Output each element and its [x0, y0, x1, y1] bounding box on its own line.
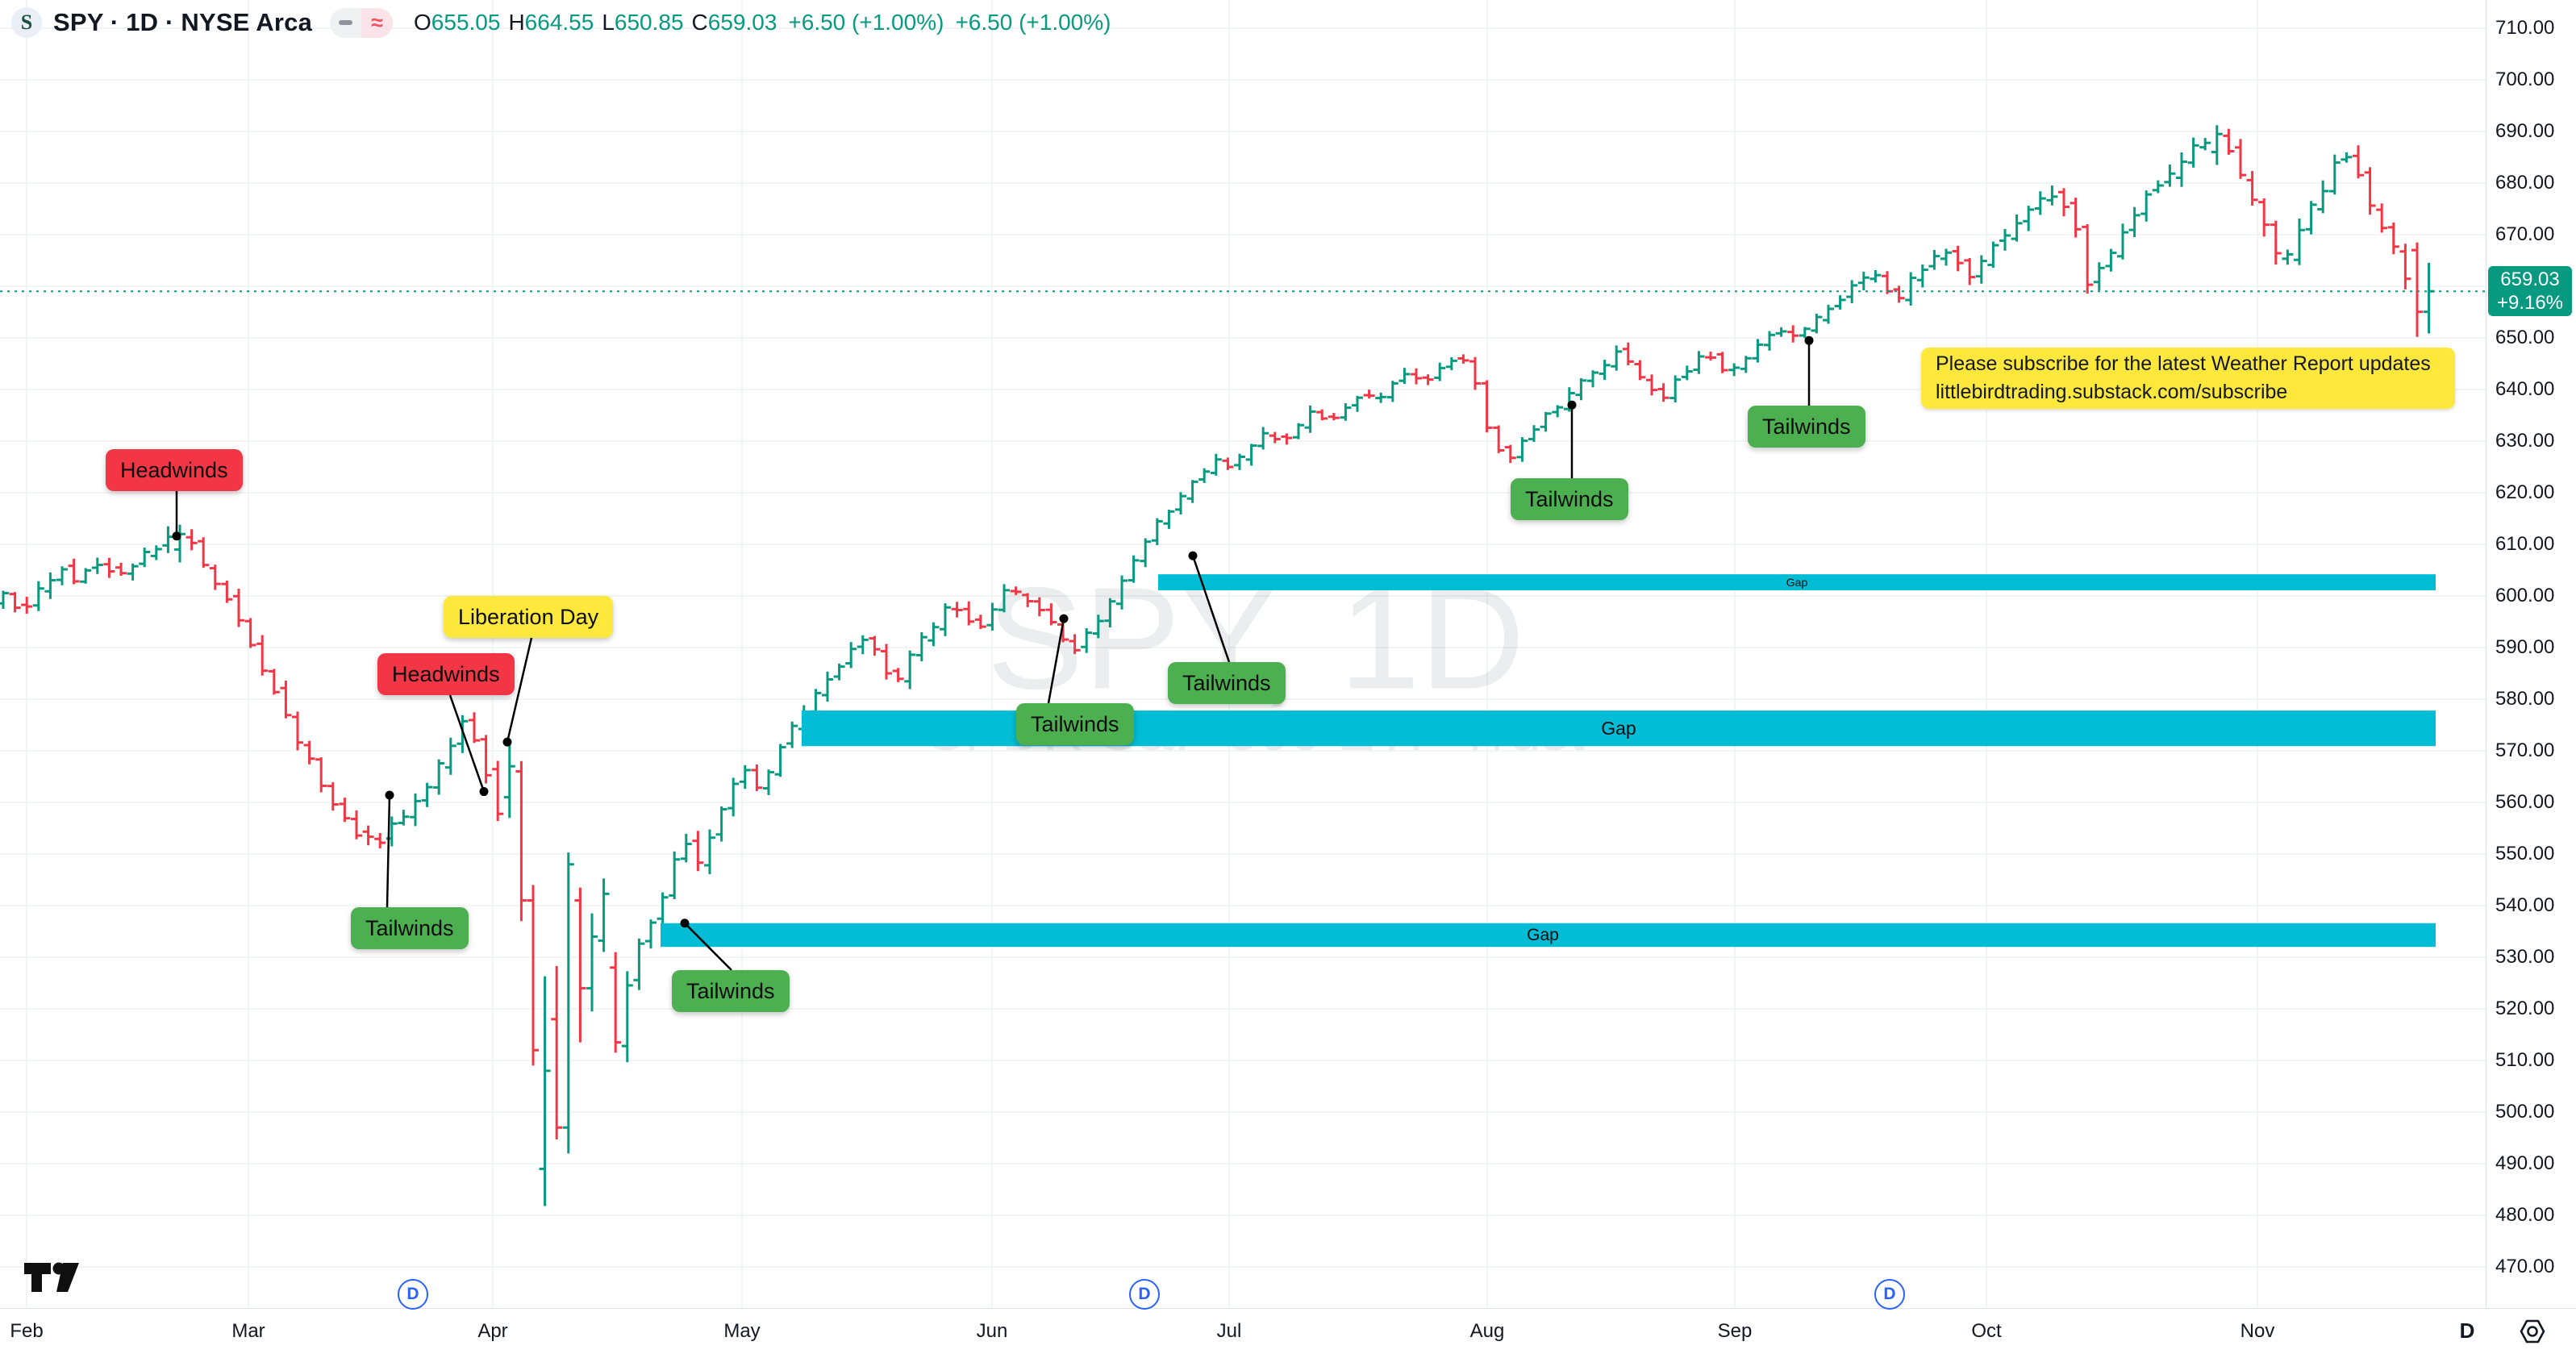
subscribe-note[interactable]: Please subscribe for the latest Weather …: [1921, 348, 2455, 409]
last-price-badge: 659.03 +9.16%: [2488, 266, 2572, 317]
price-axis-label: 630.00: [2495, 430, 2555, 452]
annotation-leader: [684, 922, 732, 971]
time-axis-label-mar: Mar: [231, 1320, 265, 1342]
high-key: H: [508, 10, 525, 35]
annotation-dot: [1804, 335, 1814, 345]
symbol-logo[interactable]: S: [11, 7, 42, 38]
time-axis-label-aug: Aug: [1469, 1320, 1505, 1342]
low-key: L: [602, 10, 615, 35]
gap-zone-label: Gap: [1527, 926, 1559, 944]
bar-style-button[interactable]: [330, 7, 362, 38]
symbol-title[interactable]: SPY · 1D · NYSE Arca: [53, 8, 313, 36]
tailwinds-2-label[interactable]: Tailwinds: [672, 970, 790, 1012]
chart-svg[interactable]: SPY, 1DSPDR S&P 500 ETF TrustGapGapGap: [0, 0, 2486, 1308]
change-value: +6.50 (+1.00%): [788, 10, 944, 35]
chart-plot-area[interactable]: SPY, 1DSPDR S&P 500 ETF TrustGapGapGap: [0, 0, 2486, 1308]
time-axis-label-jul: Jul: [1216, 1320, 1242, 1342]
price-axis[interactable]: 659.03 +9.16% 710.00 700.00 690.00 680.00 67…: [2486, 0, 2576, 1308]
time-axis-label-sep: Sep: [1717, 1320, 1753, 1342]
high-value: 664.55: [524, 10, 594, 35]
open-key: O: [414, 10, 431, 35]
close-value: 659.03: [707, 10, 777, 35]
price-axis-label: 530.00: [2495, 946, 2555, 968]
chart-style-toggle: ≈: [330, 7, 394, 38]
tailwinds-1-label[interactable]: Tailwinds: [351, 907, 469, 949]
price-axis-label: 520.00: [2495, 998, 2555, 1019]
tradingview-logo[interactable]: [23, 1258, 87, 1299]
price-bars: [0, 125, 2435, 1206]
price-axis-label: 540.00: [2495, 894, 2555, 916]
wave-style-button[interactable]: ≈: [361, 7, 394, 38]
price-axis-label: 680.00: [2495, 172, 2555, 194]
tailwinds-4-label[interactable]: Tailwinds: [1168, 662, 1286, 704]
extended-change-value: +6.50 (+1.00%): [955, 10, 1111, 35]
annotation-dot: [172, 531, 181, 541]
price-axis-label: 590.00: [2495, 636, 2555, 658]
headwinds-2-label[interactable]: Headwinds: [377, 653, 515, 695]
tailwinds-6-label[interactable]: Tailwinds: [1748, 406, 1865, 448]
price-axis-label: 620.00: [2495, 481, 2555, 503]
dividend-marker[interactable]: D: [1129, 1279, 1160, 1310]
price-axis-label: 510.00: [2495, 1049, 2555, 1071]
price-axis-label: 500.00: [2495, 1101, 2555, 1123]
time-axis-label-apr: Apr: [477, 1320, 508, 1342]
dividend-marker[interactable]: D: [398, 1279, 428, 1310]
annotation-dot: [1059, 614, 1069, 623]
price-axis-label: 490.00: [2495, 1152, 2555, 1174]
annotation-dot: [502, 737, 512, 747]
liberation-day-label[interactable]: Liberation Day: [444, 596, 614, 638]
price-axis-label: 560.00: [2495, 791, 2555, 813]
open-value: 655.05: [431, 10, 501, 35]
gear-icon[interactable]: [2518, 1317, 2547, 1350]
price-axis-label: 550.00: [2495, 843, 2555, 864]
bar-style-icon: [339, 20, 353, 25]
price-axis-label: 700.00: [2495, 69, 2555, 90]
gap-zone-label: Gap: [1601, 718, 1636, 739]
last-price-change: +9.16%: [2496, 292, 2564, 315]
price-axis-label: 610.00: [2495, 533, 2555, 555]
annotation-dot: [680, 919, 690, 928]
gap-zone[interactable]: [661, 923, 2436, 948]
close-key: C: [691, 10, 708, 35]
price-axis-label: 690.00: [2495, 120, 2555, 142]
annotation-dot: [1188, 551, 1198, 560]
time-axis-label-nov: Nov: [2240, 1320, 2275, 1342]
annotation-dot: [1567, 400, 1577, 410]
time-axis-label-feb: Feb: [10, 1320, 44, 1342]
annotation-leader: [386, 795, 391, 908]
price-axis-label: 670.00: [2495, 223, 2555, 245]
price-axis-label: 600.00: [2495, 585, 2555, 606]
annotation-leader: [506, 637, 533, 743]
time-axis-label-oct: Oct: [1971, 1320, 2002, 1342]
price-axis-label: 580.00: [2495, 688, 2555, 710]
annotation-leader: [1047, 618, 1065, 704]
subscribe-note-line1: Please subscribe for the latest Weather …: [1936, 352, 2431, 375]
annotation-dot: [479, 787, 489, 797]
interval-label[interactable]: D: [2459, 1319, 2475, 1343]
dividend-marker[interactable]: D: [1874, 1279, 1905, 1310]
price-axis-label: 470.00: [2495, 1256, 2555, 1277]
last-price: 659.03: [2500, 269, 2560, 291]
wave-icon: ≈: [371, 10, 383, 35]
low-value: 650.85: [614, 10, 684, 35]
annotation-leader: [448, 694, 486, 792]
ohlc-readout: O655.05 H664.55 L650.85 C659.03 +6.50 (+…: [414, 10, 1111, 35]
price-axis-label: 640.00: [2495, 378, 2555, 400]
time-axis-label-jun: Jun: [976, 1320, 1008, 1342]
subscribe-note-line2: littlebirdtrading.substack.com/subscribe: [1936, 381, 2288, 403]
tailwinds-5-label[interactable]: Tailwinds: [1511, 478, 1628, 520]
time-axis[interactable]: D Feb Mar Apr May Jun Jul Aug Sep Oct Nov: [0, 1308, 2576, 1354]
gap-zone-label: Gap: [1786, 576, 1808, 589]
price-axis-label: 570.00: [2495, 739, 2555, 761]
time-axis-label-may: May: [723, 1320, 761, 1342]
price-axis-label: 710.00: [2495, 17, 2555, 39]
gap-zone[interactable]: [1158, 574, 2436, 590]
tailwinds-3-label[interactable]: Tailwinds: [1016, 703, 1134, 745]
annotation-dot: [385, 790, 394, 800]
price-axis-label: 650.00: [2495, 327, 2555, 348]
annotation-leader: [1191, 555, 1231, 663]
chart-legend: S SPY · 1D · NYSE Arca ≈ O655.05 H664.55…: [11, 7, 1111, 38]
headwinds-1-label[interactable]: Headwinds: [106, 449, 243, 491]
price-axis-label: 480.00: [2495, 1204, 2555, 1226]
